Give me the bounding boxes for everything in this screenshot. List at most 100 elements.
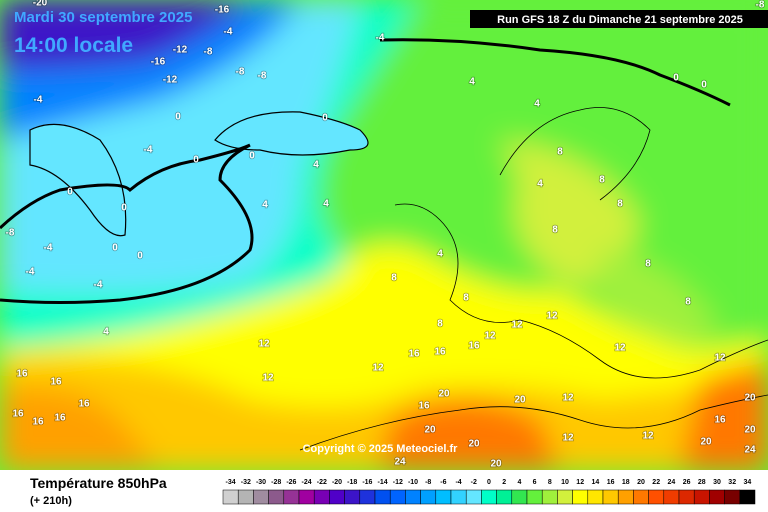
contour-label: 12 — [262, 373, 274, 384]
contour-label: 0 — [175, 112, 181, 123]
contour-label: 0 — [67, 187, 73, 198]
contour-label: 4 — [262, 200, 268, 211]
contour-label: 20 — [744, 425, 756, 436]
legend-swatch — [359, 489, 376, 505]
valid-date: Mardi 30 septembre 2025 — [14, 9, 192, 26]
contour-label: -8 — [756, 0, 765, 11]
legend-swatch — [648, 489, 665, 505]
legend-tick-label: 22 — [652, 479, 660, 486]
contour-label: 12 — [546, 311, 558, 322]
contour-label: -4 — [144, 145, 153, 156]
temperature-field — [0, 0, 768, 470]
legend-swatch — [222, 489, 239, 505]
legend-swatch — [435, 489, 452, 505]
contour-label: -4 — [94, 280, 103, 291]
legend-tick-label: 0 — [487, 479, 491, 486]
legend: -34 -32 -30 -28 -26 -24 -22 -20 -18 -16 -14 -12 -10-… — [222, 479, 756, 505]
legend-tick-label: -22 — [317, 479, 327, 486]
legend-swatch — [298, 489, 315, 505]
legend-swatch — [602, 489, 619, 505]
footer-lead: (+ 210h) — [30, 495, 72, 507]
contour-label: 0 — [193, 155, 199, 166]
legend-swatch — [389, 489, 406, 505]
legend-tick-label: 6 — [533, 479, 537, 486]
legend-swatch — [572, 489, 589, 505]
contour-label: 12 — [562, 433, 574, 444]
legend-tick-label: -16 — [362, 479, 372, 486]
legend-tick-label: 28 — [698, 479, 706, 486]
legend-tick-label: 8 — [548, 479, 552, 486]
contour-label: 8 — [685, 297, 691, 308]
contour-label: -4 — [44, 243, 53, 254]
legend-swatch — [617, 489, 634, 505]
contour-label: 0 — [112, 243, 118, 254]
contour-label: 16 — [408, 349, 420, 360]
contour-label: -4 — [34, 95, 43, 106]
contour-labels: -20 -16 -12 -16 -12 -8 -4 -8 -8 -8 -4 -4 0 0 -4 0 0 4 0 0 0 0… — [5, 0, 766, 470]
contour-label: 4 — [103, 327, 109, 338]
contour-label: 20 — [514, 395, 526, 406]
contour-label: 8 — [599, 175, 605, 186]
contour-label: 16 — [54, 413, 66, 424]
contour-label: 24 — [394, 457, 406, 468]
contour-label: -20 — [33, 0, 48, 9]
contour-label: 16 — [32, 417, 44, 428]
legend-tick-label: -6 — [440, 479, 446, 486]
contour-label: 4 — [469, 77, 475, 88]
legend-tick-label: -18 — [347, 479, 357, 486]
contour-label: -8 — [204, 47, 213, 58]
contour-label: 24 — [744, 445, 756, 456]
legend-tick-label: 34 — [744, 479, 752, 486]
legend-tick-label: -32 — [241, 479, 251, 486]
legend-tick-label: 20 — [637, 479, 645, 486]
contour-label: 12 — [372, 363, 384, 374]
contour-label: 0 — [322, 113, 328, 124]
contour-label: -16 — [215, 5, 230, 16]
legend-tick-label: 2 — [502, 479, 506, 486]
contour-label: -8 — [258, 71, 267, 82]
legend-tick-label: 18 — [622, 479, 630, 486]
legend-swatch — [344, 489, 361, 505]
legend-swatch — [663, 489, 680, 505]
legend-swatch — [724, 489, 741, 505]
legend-swatch — [374, 489, 391, 505]
contour-label: 20 — [424, 425, 436, 436]
contour-label: 16 — [12, 409, 24, 420]
contour-label: -4 — [26, 267, 35, 278]
contour-label: 20 — [490, 459, 502, 470]
contour-label: 4 — [313, 160, 319, 171]
legend-swatch — [678, 489, 695, 505]
legend-swatch — [420, 489, 437, 505]
contour-label: 4 — [323, 199, 329, 210]
contour-label: 12 — [614, 343, 626, 354]
legend-tick-label: 24 — [668, 479, 676, 486]
legend-tick-label: 4 — [517, 479, 521, 486]
contour-label: 12 — [562, 393, 574, 404]
contour-label: 16 — [714, 415, 726, 426]
contour-label: 0 — [701, 80, 707, 91]
contour-label: 0 — [249, 151, 255, 162]
legend-swatch — [465, 489, 482, 505]
contour-label: -8 — [236, 67, 245, 78]
contour-label: 12 — [642, 431, 654, 442]
contour-label: 16 — [434, 347, 446, 358]
legend-tick-label: -34 — [226, 479, 236, 486]
contour-label: 0 — [673, 73, 679, 84]
legend-tick-label: 30 — [713, 479, 721, 486]
legend-tick-label: -26 — [286, 479, 296, 486]
legend-swatch — [253, 489, 269, 505]
contour-label: -12 — [173, 45, 188, 56]
contour-label: -8 — [6, 228, 15, 239]
legend-swatch — [283, 489, 300, 505]
legend-swatch — [405, 489, 421, 505]
legend-swatch — [633, 489, 649, 505]
legend-swatch — [541, 489, 558, 505]
legend-tick-label: -20 — [332, 479, 342, 486]
contour-label: 8 — [617, 199, 623, 210]
contour-label: 12 — [511, 320, 523, 331]
legend-tick-label: 16 — [607, 479, 615, 486]
contour-label: -16 — [151, 57, 166, 68]
legend-tick-label: 10 — [561, 479, 569, 486]
